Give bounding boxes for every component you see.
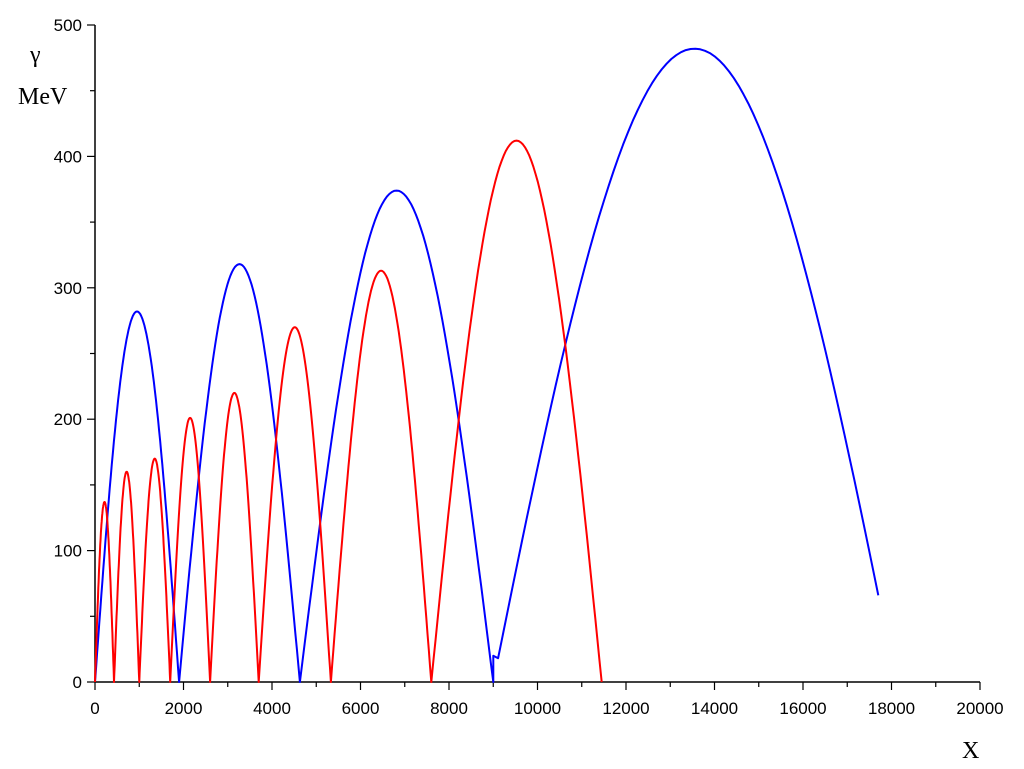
x-tick-label: 8000 bbox=[430, 699, 468, 718]
y-tick-label: 100 bbox=[54, 542, 82, 561]
y-axis-symbol: γ bbox=[29, 42, 41, 68]
x-axis-title: X bbox=[962, 738, 979, 764]
x-tick-label: 18000 bbox=[868, 699, 915, 718]
y-tick-label: 200 bbox=[54, 410, 82, 429]
x-tick-label: 4000 bbox=[253, 699, 291, 718]
x-tick-label: 6000 bbox=[342, 699, 380, 718]
x-tick-label: 14000 bbox=[691, 699, 738, 718]
x-tick-label: 0 bbox=[90, 699, 99, 718]
x-tick-label: 2000 bbox=[165, 699, 203, 718]
x-tick-label: 20000 bbox=[956, 699, 1003, 718]
series-line-1 bbox=[94, 47, 880, 683]
series-layer bbox=[94, 47, 880, 683]
y-tick-label: 400 bbox=[54, 147, 82, 166]
x-axis-ticks: 0 2000 4000 6000 8000 10000 12000 14000 16000 180… bbox=[90, 682, 1004, 718]
y-tick-label: 300 bbox=[54, 279, 82, 298]
y-axis-unit: MeV bbox=[18, 84, 68, 110]
x-tick-label: 10000 bbox=[514, 699, 561, 718]
series-line-2 bbox=[94, 139, 603, 683]
x-tick-label: 12000 bbox=[602, 699, 649, 718]
y-tick-label: 500 bbox=[54, 16, 82, 35]
x-tick-label: 16000 bbox=[779, 699, 826, 718]
y-tick-label: 0 bbox=[73, 673, 82, 692]
y-axis-ticks: 0 100 200 300 400 500 bbox=[54, 16, 95, 692]
